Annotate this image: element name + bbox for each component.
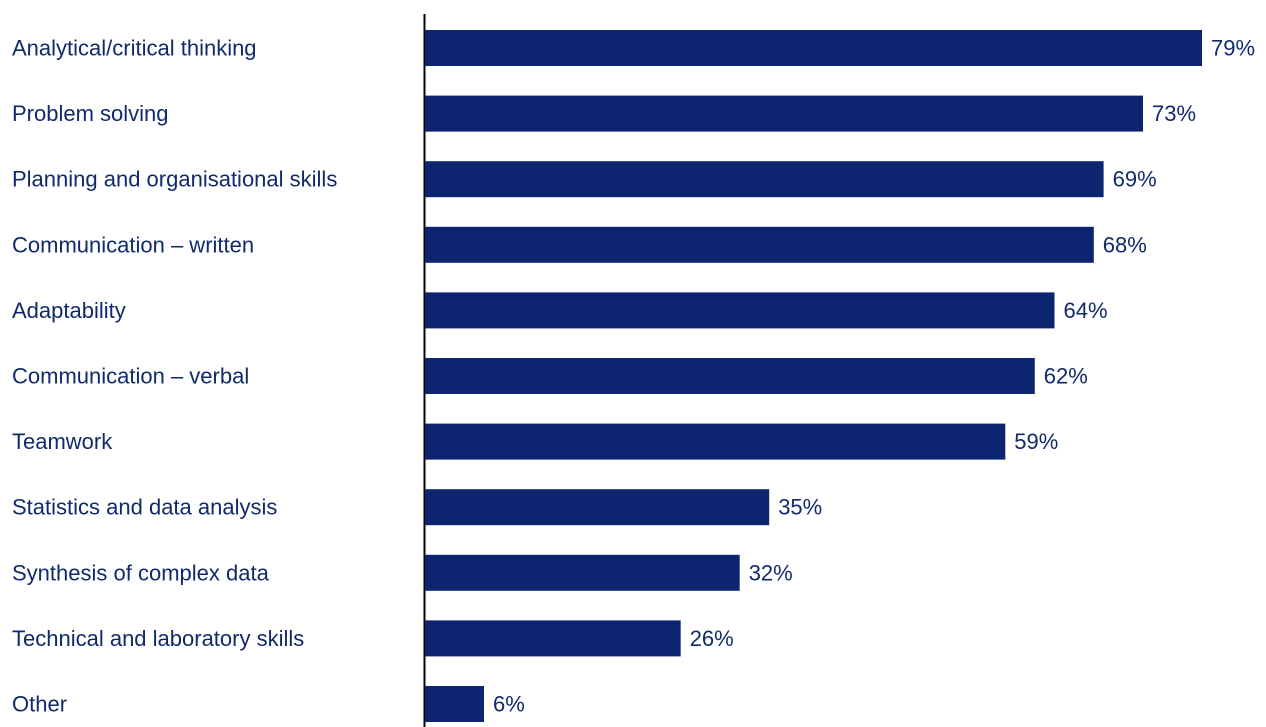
value-label: 69% [1113,167,1157,192]
value-label: 32% [749,560,793,585]
category-label: Statistics and data analysis [12,495,277,520]
value-label: 73% [1152,101,1196,126]
category-label: Technical and laboratory skills [12,626,304,651]
category-label: Adaptability [12,298,126,323]
category-label: Communication – verbal [12,364,249,389]
bars-group [425,30,1202,722]
bar-6 [425,358,1035,394]
category-label: Analytical/critical thinking [12,36,257,61]
bar-1 [425,30,1202,66]
value-label: 26% [690,626,734,651]
category-label: Problem solving [12,101,169,126]
category-label: Synthesis of complex data [12,560,270,585]
bar-11 [425,686,484,722]
bar-5 [425,292,1055,329]
bar-7 [425,423,1006,460]
value-labels-group: 79% 73% 69% 68% 64% 62% 59% 35% 32% 26% 6% [493,36,1255,717]
bar-3 [425,161,1104,198]
value-label: 79% [1211,36,1255,61]
value-label: 6% [493,692,525,717]
bar-8 [425,489,770,526]
bar-9 [425,554,740,591]
category-label: Other [12,692,67,717]
value-label: 68% [1103,232,1147,257]
category-label: Teamwork [12,429,113,454]
category-label: Communication – written [12,232,254,257]
category-label: Planning and organisational skills [12,167,337,192]
value-label: 64% [1064,298,1108,323]
value-label: 59% [1014,429,1058,454]
value-label: 35% [778,495,822,520]
bar-4 [425,226,1094,263]
bar-2 [425,95,1143,132]
category-labels-group: Analytical/critical thinking Problem solv… [12,36,337,717]
bar-10 [425,620,681,657]
value-label: 62% [1044,364,1088,389]
